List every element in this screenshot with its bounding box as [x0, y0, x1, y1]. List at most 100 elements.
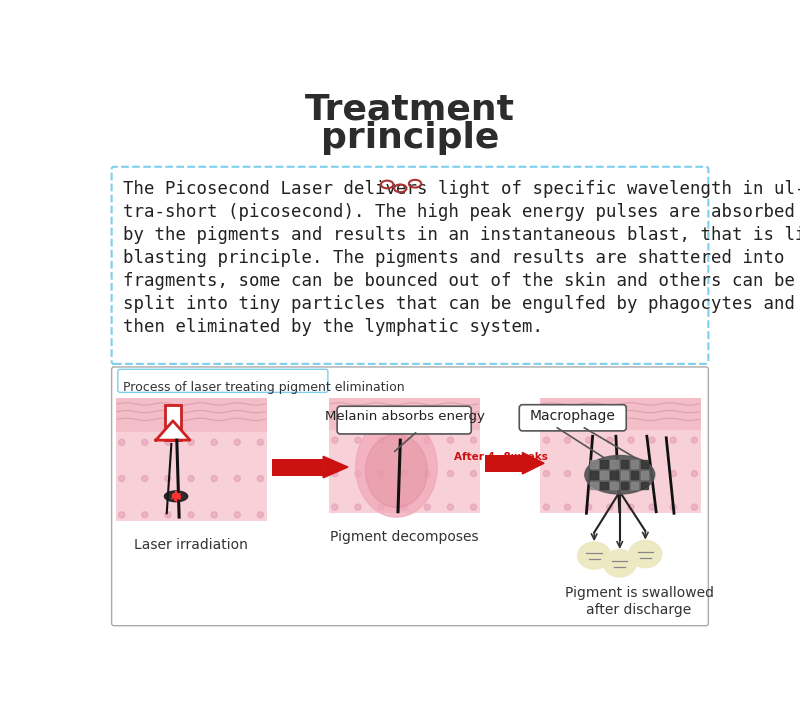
Bar — [610, 471, 618, 478]
Bar — [329, 398, 480, 513]
FancyBboxPatch shape — [337, 406, 471, 434]
Circle shape — [165, 475, 171, 482]
Circle shape — [378, 504, 384, 511]
Bar — [540, 398, 701, 430]
Bar — [590, 482, 598, 490]
Circle shape — [565, 470, 570, 477]
Bar — [272, 459, 323, 475]
Bar — [621, 471, 628, 478]
Bar — [610, 482, 618, 490]
Circle shape — [628, 470, 634, 477]
Ellipse shape — [356, 417, 437, 517]
Circle shape — [670, 437, 676, 443]
FancyBboxPatch shape — [112, 367, 708, 626]
Bar — [630, 460, 638, 468]
Text: then eliminated by the lymphatic system.: then eliminated by the lymphatic system. — [123, 319, 543, 337]
Circle shape — [142, 475, 148, 482]
Circle shape — [470, 437, 477, 443]
Circle shape — [470, 504, 477, 511]
Circle shape — [424, 470, 430, 477]
Circle shape — [332, 437, 338, 443]
Circle shape — [586, 470, 592, 477]
Circle shape — [691, 470, 698, 477]
Bar — [329, 398, 480, 430]
Circle shape — [258, 512, 263, 518]
Text: Pigment is swallowed
after discharge: Pigment is swallowed after discharge — [565, 586, 714, 616]
Circle shape — [188, 475, 194, 482]
Circle shape — [628, 504, 634, 511]
Bar — [610, 460, 618, 468]
Circle shape — [118, 512, 125, 518]
Circle shape — [606, 437, 613, 443]
Circle shape — [543, 504, 550, 511]
Ellipse shape — [366, 435, 427, 508]
Text: Process of laser treating pigment elimination: Process of laser treating pigment elimin… — [123, 381, 405, 394]
Text: After 4~8weeks: After 4~8weeks — [454, 452, 548, 462]
Circle shape — [606, 504, 613, 511]
Circle shape — [142, 439, 148, 445]
Circle shape — [165, 439, 171, 445]
Circle shape — [211, 439, 218, 445]
Circle shape — [378, 470, 384, 477]
Circle shape — [565, 437, 570, 443]
Circle shape — [332, 504, 338, 511]
Circle shape — [234, 512, 241, 518]
Ellipse shape — [603, 550, 636, 577]
Bar — [641, 482, 649, 490]
Circle shape — [649, 437, 655, 443]
Text: blasting principle. The pigments and results are shattered into: blasting principle. The pigments and res… — [123, 249, 785, 267]
Circle shape — [691, 504, 698, 511]
Circle shape — [565, 504, 570, 511]
Text: principle: principle — [321, 121, 499, 155]
Bar — [630, 471, 638, 478]
Circle shape — [628, 437, 634, 443]
Bar — [115, 398, 266, 521]
Circle shape — [543, 437, 550, 443]
Circle shape — [332, 470, 338, 477]
Bar — [600, 482, 608, 490]
Text: Pigment decomposes: Pigment decomposes — [330, 531, 478, 544]
Text: tra-short (picosecond). The high peak energy pulses are absorbed: tra-short (picosecond). The high peak en… — [123, 203, 795, 221]
Ellipse shape — [578, 542, 610, 569]
Circle shape — [234, 439, 241, 445]
Circle shape — [188, 439, 194, 445]
Circle shape — [649, 504, 655, 511]
Circle shape — [401, 437, 407, 443]
Polygon shape — [522, 453, 544, 474]
Circle shape — [234, 475, 241, 482]
Circle shape — [606, 470, 613, 477]
Circle shape — [424, 504, 430, 511]
Circle shape — [142, 512, 148, 518]
Circle shape — [670, 470, 676, 477]
Bar — [641, 471, 649, 478]
Bar — [621, 460, 628, 468]
Bar — [621, 482, 628, 490]
Circle shape — [691, 437, 698, 443]
Bar — [115, 398, 266, 432]
Bar — [540, 398, 701, 513]
Polygon shape — [323, 456, 348, 478]
Circle shape — [586, 437, 592, 443]
Circle shape — [165, 512, 171, 518]
Polygon shape — [156, 421, 190, 440]
Ellipse shape — [629, 541, 662, 568]
Ellipse shape — [165, 491, 188, 502]
Text: by the pigments and results in an instantaneous blast, that is light: by the pigments and results in an instan… — [123, 226, 800, 244]
Circle shape — [118, 439, 125, 445]
Circle shape — [424, 437, 430, 443]
FancyBboxPatch shape — [519, 405, 626, 431]
Circle shape — [258, 439, 263, 445]
Text: Treatment: Treatment — [305, 92, 515, 126]
Circle shape — [670, 504, 676, 511]
Circle shape — [447, 504, 454, 511]
Circle shape — [188, 512, 194, 518]
Circle shape — [586, 504, 592, 511]
Bar — [485, 455, 522, 472]
Bar — [590, 471, 598, 478]
FancyBboxPatch shape — [112, 167, 708, 364]
Bar — [165, 405, 181, 440]
Bar — [600, 471, 608, 478]
Circle shape — [447, 470, 454, 477]
Text: fragments, some can be bounced out of the skin and others can be: fragments, some can be bounced out of th… — [123, 272, 795, 290]
FancyBboxPatch shape — [118, 369, 328, 392]
